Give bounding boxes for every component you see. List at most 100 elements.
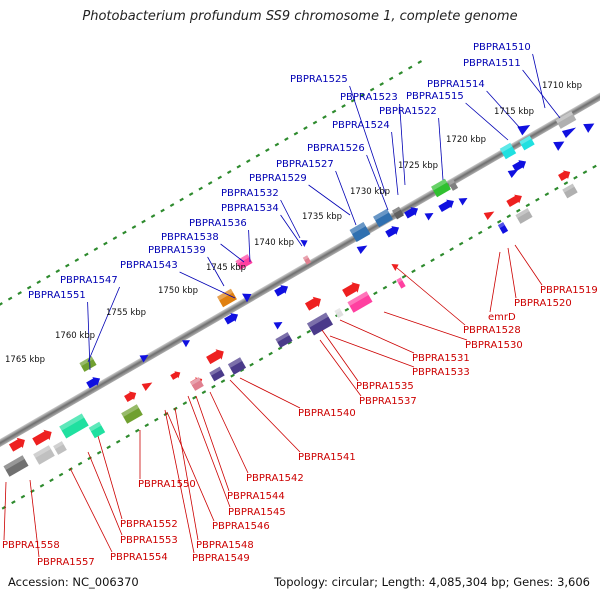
tick-mark xyxy=(55,269,61,274)
tick-mark xyxy=(77,461,83,466)
gene-feature xyxy=(59,413,89,439)
gene-label-upper: PBPRA1547 xyxy=(60,275,118,286)
gene-feature xyxy=(506,194,522,208)
tick-mark xyxy=(398,71,404,76)
kbp-label: 1765 kbp xyxy=(5,355,45,365)
tick-mark xyxy=(96,450,102,455)
tick-mark xyxy=(369,87,375,92)
gene-feature xyxy=(306,312,334,336)
gene-label-lower: PBPRA1553 xyxy=(120,535,178,546)
gene-feature xyxy=(124,391,137,403)
gene-label-lower: PBPRA1531 xyxy=(412,353,470,364)
leader-line xyxy=(164,409,195,554)
gene-feature xyxy=(517,125,531,136)
gene-feature xyxy=(304,296,321,311)
tick-mark xyxy=(249,362,254,367)
gene-feature xyxy=(458,197,468,206)
gene-feature xyxy=(3,455,29,477)
gene-feature xyxy=(438,199,454,213)
tick-mark xyxy=(277,346,283,351)
gene-feature xyxy=(392,206,404,220)
leader-line xyxy=(514,244,543,286)
gene-label-upper: PBPRA1526 xyxy=(307,143,365,154)
tick-mark xyxy=(268,351,273,356)
leader-line xyxy=(280,199,301,239)
kbp-label: 1740 kbp xyxy=(254,238,294,248)
tick-mark xyxy=(401,274,407,279)
gene-label-lower: PBPRA1545 xyxy=(228,507,286,518)
leader-line xyxy=(87,286,120,363)
gene-label-upper: PBPRA1538 xyxy=(161,232,219,243)
leader-line xyxy=(507,247,517,299)
gene-feature xyxy=(562,183,578,199)
gene-label-lower: PBPRA1552 xyxy=(120,519,178,530)
gene-label-upper: PBPRA1532 xyxy=(221,188,279,199)
tick-mark xyxy=(525,203,531,208)
tick-mark xyxy=(26,285,32,290)
gene-feature xyxy=(404,207,419,219)
tick-mark xyxy=(420,263,426,268)
gene-label-lower: PBPRA1541 xyxy=(298,452,356,463)
tick-mark xyxy=(516,208,521,213)
gene-feature xyxy=(373,208,393,228)
tick-mark xyxy=(144,423,150,428)
gene-label-lower: PBPRA1528 xyxy=(463,325,521,336)
gene-feature xyxy=(53,441,67,455)
gene-feature xyxy=(32,429,52,446)
gene-feature xyxy=(206,349,224,365)
leader-line xyxy=(486,90,521,129)
leader-line xyxy=(187,395,231,508)
tick-mark xyxy=(36,280,42,285)
gene-label-lower: PBPRA1533 xyxy=(412,367,470,378)
tick-mark xyxy=(439,252,445,257)
tick-mark xyxy=(392,280,397,285)
gene-feature xyxy=(302,255,312,265)
leader-line xyxy=(438,117,444,181)
kbp-label: 1730 kbp xyxy=(350,187,390,197)
kbp-label: 1755 kbp xyxy=(106,308,146,318)
leader-line xyxy=(329,335,415,368)
leader-line xyxy=(248,229,251,263)
leader-line xyxy=(319,339,362,397)
gene-feature xyxy=(499,142,517,160)
leader-line xyxy=(280,214,303,247)
gene-feature xyxy=(558,170,571,182)
gene-feature xyxy=(141,382,153,391)
leader-line xyxy=(207,256,225,287)
gene-feature xyxy=(227,357,247,375)
gene-feature xyxy=(88,421,106,439)
gene-feature xyxy=(273,322,283,330)
gene-feature xyxy=(275,332,293,348)
kbp-label: 1725 kbp xyxy=(398,161,438,171)
tick-mark xyxy=(65,263,70,268)
accession-text: Accession: NC_006370 xyxy=(8,575,139,589)
backbone-bar xyxy=(0,59,600,477)
leader-line xyxy=(532,53,546,109)
tick-mark xyxy=(115,439,121,444)
gene-features xyxy=(3,111,595,477)
gene-feature xyxy=(342,282,360,298)
tick-mark xyxy=(554,186,559,191)
leader-line xyxy=(383,311,468,341)
chromosome-backbone xyxy=(0,59,600,477)
leader-line xyxy=(308,184,351,216)
leader-line xyxy=(349,85,387,196)
kbp-label: 1760 kbp xyxy=(55,331,95,341)
gene-feature xyxy=(79,356,97,372)
tick-mark xyxy=(255,153,261,158)
tick-mark xyxy=(411,269,416,274)
gene-feature xyxy=(515,208,533,224)
gene-label-lower: PBPRA1549 xyxy=(192,553,250,564)
kbp-label: 1735 kbp xyxy=(302,212,342,222)
gene-label-lower: PBPRA1558 xyxy=(2,540,60,551)
map-title: Photobacterium profundum SS9 chromosome … xyxy=(82,9,518,24)
tick-mark xyxy=(265,148,270,153)
leader-line xyxy=(321,329,359,382)
tick-mark xyxy=(134,428,140,433)
gene-feature xyxy=(396,277,406,289)
tick-mark xyxy=(379,82,384,87)
tick-mark xyxy=(360,93,365,98)
tick-mark xyxy=(331,109,337,114)
